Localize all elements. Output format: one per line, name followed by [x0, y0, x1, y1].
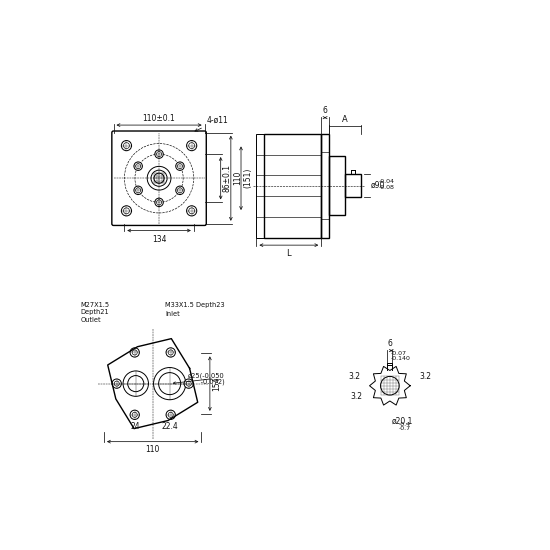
Circle shape — [130, 348, 139, 357]
Circle shape — [166, 410, 175, 420]
Bar — [321, 134, 329, 238]
Text: 110±0.1: 110±0.1 — [142, 113, 175, 123]
Text: 3.2: 3.2 — [348, 372, 360, 381]
Text: M27X1.5: M27X1.5 — [81, 302, 110, 309]
Text: L: L — [287, 249, 291, 258]
Circle shape — [155, 198, 163, 207]
Text: 6: 6 — [387, 339, 392, 348]
Text: 6: 6 — [323, 106, 327, 115]
Circle shape — [155, 150, 163, 158]
Text: 4-ø11: 4-ø11 — [195, 116, 228, 131]
Bar — [256, 134, 264, 238]
Circle shape — [186, 141, 197, 151]
Circle shape — [134, 186, 142, 195]
Circle shape — [176, 162, 184, 170]
Text: -0.08: -0.08 — [378, 185, 394, 190]
Bar — [264, 134, 321, 238]
Circle shape — [122, 141, 131, 151]
Text: -0.4: -0.4 — [399, 422, 411, 427]
Text: 134: 134 — [152, 235, 166, 244]
Text: A: A — [342, 114, 348, 124]
Text: 110: 110 — [233, 171, 242, 185]
Circle shape — [153, 367, 186, 400]
Circle shape — [184, 379, 194, 388]
Circle shape — [130, 410, 139, 420]
Text: ø20.1: ø20.1 — [392, 417, 413, 426]
Text: -0.140: -0.140 — [391, 356, 411, 361]
Text: 3.2: 3.2 — [420, 372, 432, 381]
Text: ø25(-0.050: ø25(-0.050 — [188, 373, 225, 380]
Text: ø90: ø90 — [370, 181, 385, 190]
Text: -0.072): -0.072) — [190, 379, 225, 385]
Circle shape — [166, 348, 175, 357]
Circle shape — [176, 186, 184, 195]
Text: Outlet: Outlet — [81, 317, 101, 323]
Circle shape — [122, 206, 131, 216]
Text: 24: 24 — [131, 422, 141, 431]
Bar — [345, 174, 361, 197]
Circle shape — [112, 379, 122, 388]
Text: 110: 110 — [146, 446, 160, 454]
Text: 22.4: 22.4 — [161, 422, 178, 431]
Circle shape — [186, 206, 197, 216]
Text: (151): (151) — [243, 168, 252, 189]
Text: 86±0.1: 86±0.1 — [223, 164, 232, 192]
Text: 3.2: 3.2 — [350, 392, 362, 402]
Text: Inlet: Inlet — [166, 311, 180, 317]
Text: -0.04: -0.04 — [378, 179, 394, 184]
Circle shape — [123, 371, 148, 397]
Text: M33X1.5 Depth23: M33X1.5 Depth23 — [166, 302, 225, 309]
Text: 154: 154 — [212, 376, 221, 391]
Text: -0.07: -0.07 — [391, 351, 407, 356]
Text: Depth21: Depth21 — [81, 309, 109, 315]
Text: -0.7: -0.7 — [399, 426, 411, 431]
Bar — [329, 156, 345, 215]
Circle shape — [134, 162, 142, 170]
